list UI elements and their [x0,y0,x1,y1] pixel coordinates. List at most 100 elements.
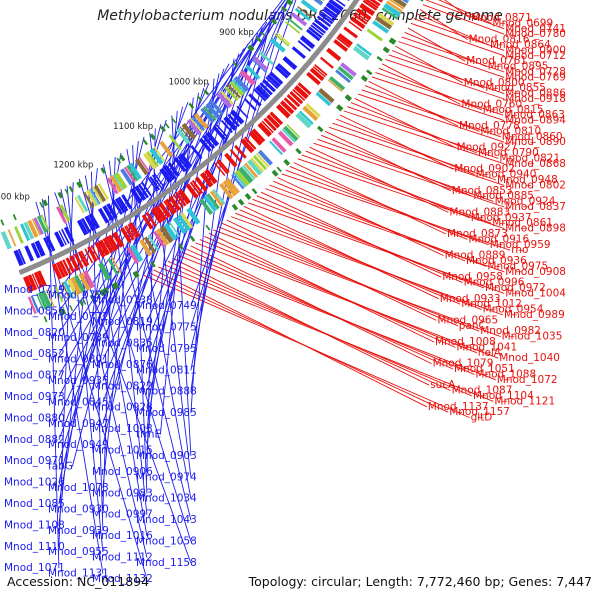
forward-feature [54,285,64,303]
forward-label-connector [204,235,456,348]
forward-feature [98,262,111,281]
forward-gene-label: Mnod_0937 [471,212,532,224]
forward-feature [180,212,194,229]
forward-feature [298,110,314,125]
reverse-feature [193,112,209,130]
forward-gene [90,244,100,260]
scale-tick [419,0,424,2]
forward-gene [224,152,238,168]
reverse-gene-label: Mnod_0935 [48,375,109,387]
reverse-feature [274,33,290,47]
reverse-feature [31,218,41,236]
forward-feature [247,159,263,176]
forward-gene [359,2,376,16]
forward-feature [372,20,390,34]
reverse-feature [181,122,197,140]
forward-gene-label: Mnod_0864 [490,39,551,51]
reverse-label-connector [54,192,192,564]
forward-gene-label: Mnod_0741 [505,23,566,35]
scale-tick [150,261,156,268]
forward-feature [286,124,301,138]
forward-gene-label: Mnod_1137 [428,401,489,413]
reverse-feature [313,0,324,6]
reverse-feature [143,152,158,170]
scale-tick [116,157,122,164]
scale-tick [142,139,148,146]
forward-gene-label: Mnod_0894 [505,115,566,127]
reverse-gene [159,167,173,184]
forward-label-connector [354,97,456,149]
reverse-gene [323,6,339,18]
reverse-gene-label: Mnod_0903 [136,450,197,462]
forward-label-connector [297,158,505,230]
forward-gene-label: Mnod_1008 [435,336,496,348]
forward-gene [240,138,255,154]
reverse-gene [43,237,53,253]
forward-gene [55,261,66,278]
forward-gene [164,198,177,214]
forward-label-connector [208,232,435,343]
forward-label-connector [388,54,505,95]
forward-gene-label: Mnod_1121 [494,395,555,407]
forward-label-connector [413,18,505,51]
reverse-label-connector [58,182,74,547]
forward-label-connector [336,118,475,176]
forward-gene [279,100,295,115]
scale-tick [255,36,262,43]
scale-tick [203,89,210,96]
forward-gene [261,120,274,134]
reverse-gene [265,76,279,89]
forward-label-connector [332,122,497,181]
reverse-gene [76,219,89,236]
forward-gene [168,195,182,212]
reverse-gene-label: Mnod_0983 [92,487,153,499]
genome-stats-text: Topology: circular; Length: 7,772,460 bp… [248,574,592,589]
forward-label-connector [343,110,505,165]
forward-feature [407,0,410,2]
scale-tick [68,186,74,193]
forward-feature [295,112,312,129]
forward-feature [318,88,335,104]
forward-feature [388,0,405,10]
forward-label-connector [289,165,468,240]
reverse-feature [27,219,39,238]
forward-feature [107,258,119,276]
reverse-feature [56,206,67,224]
forward-feature [337,66,354,81]
reverse-gene [141,181,152,197]
forward-feature [163,222,178,241]
reverse-label-connector [190,58,235,392]
forward-gene-label: Mnod_1051 [454,363,515,375]
scale-tick [100,167,106,174]
reverse-gene-label: Mnod_0880 [4,412,65,424]
forward-gene [58,260,69,277]
reverse-gene [17,248,26,265]
forward-label-connector [350,102,478,154]
reverse-gene [236,105,249,119]
scale-tick [160,125,166,133]
reverse-feature [269,37,286,53]
forward-feature [219,182,234,200]
reverse-gene [306,28,321,42]
reverse-gene [269,71,284,85]
reverse-gene [121,194,133,210]
reverse-feature [251,59,267,73]
forward-gene [336,36,351,48]
forward-gene-label: Mnod_1004 [505,287,566,299]
reverse-gene-label: Mnod_0906 [92,466,153,478]
scale-tick [189,235,196,242]
forward-label-connector [273,180,466,262]
reverse-feature [191,115,206,132]
forward-gene-label: Mnod_0996 [464,277,525,289]
reverse-gene-label: Mnod_0801 [48,354,109,366]
reverse-gene [212,125,226,141]
scale-tick [42,199,49,207]
forward-feature [374,15,393,30]
forward-feature [383,3,401,18]
reverse-feature [97,183,109,200]
reverse-gene-label: Mnod_0876 [92,359,153,371]
forward-label-connector [416,13,490,46]
reverse-gene [117,196,129,212]
reverse-gene [88,213,100,230]
